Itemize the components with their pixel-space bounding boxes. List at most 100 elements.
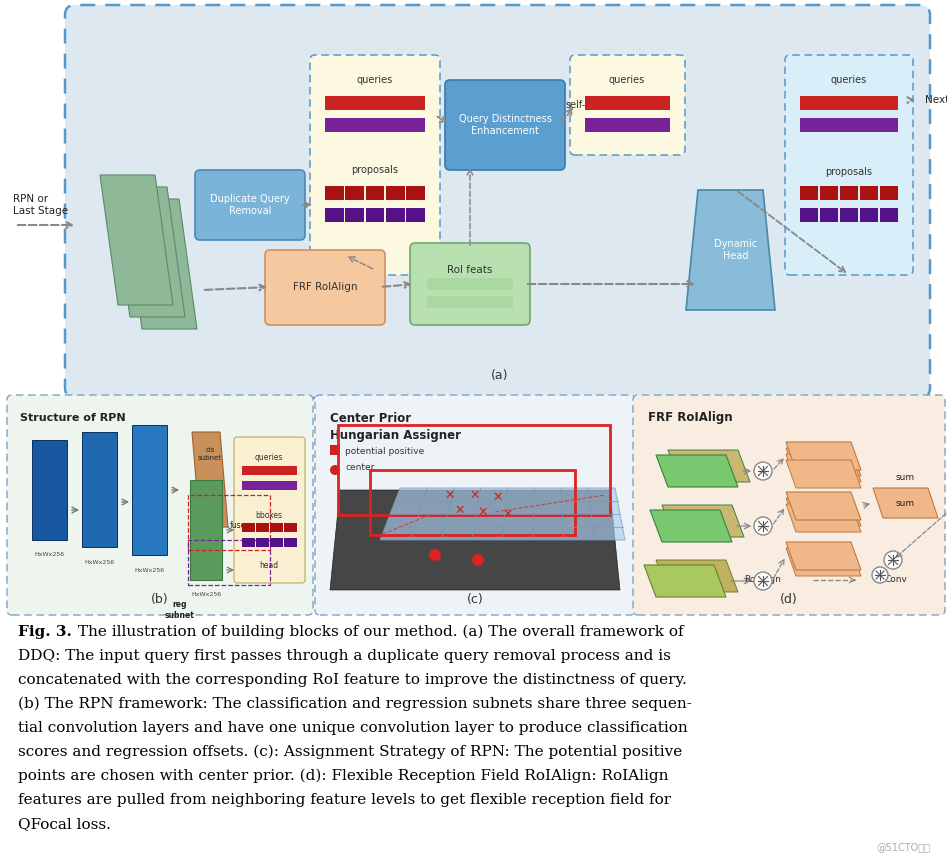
Polygon shape <box>644 565 726 597</box>
Bar <box>190 480 222 580</box>
Text: (b) The RPN framework: The classification and regression subnets share three seq: (b) The RPN framework: The classificatio… <box>18 697 692 711</box>
Bar <box>132 425 167 555</box>
Bar <box>427 296 513 308</box>
Bar <box>406 186 425 200</box>
Polygon shape <box>650 510 732 542</box>
Bar <box>880 208 898 222</box>
Text: Fig. 3.: Fig. 3. <box>18 625 72 639</box>
Text: tial convolution layers and have one unique convolution layer to produce classif: tial convolution layers and have one uni… <box>18 721 688 735</box>
Text: HxWx256: HxWx256 <box>84 560 114 565</box>
Text: ✕: ✕ <box>503 507 513 521</box>
Text: Dynamic
Head: Dynamic Head <box>714 239 758 261</box>
Text: reg
subnet: reg subnet <box>165 600 195 620</box>
Text: cls
subnet: cls subnet <box>198 448 222 461</box>
Text: ✕: ✕ <box>492 491 503 504</box>
Bar <box>366 186 384 200</box>
Text: DDQ: The input query first passes through a duplicate query removal process and : DDQ: The input query first passes throug… <box>18 649 670 663</box>
FancyBboxPatch shape <box>265 250 385 325</box>
Circle shape <box>754 572 772 590</box>
Text: ✕: ✕ <box>477 505 489 518</box>
Text: queries: queries <box>255 454 283 462</box>
Text: center: center <box>345 462 374 472</box>
Text: RPN or
Last Stage: RPN or Last Stage <box>13 195 68 216</box>
Text: (d): (d) <box>780 593 798 606</box>
Bar <box>325 208 344 222</box>
Text: Structure of RPN: Structure of RPN <box>20 413 126 423</box>
Polygon shape <box>786 460 861 488</box>
Bar <box>82 432 117 547</box>
Text: (b): (b) <box>152 593 169 606</box>
Bar <box>385 186 404 200</box>
Bar <box>385 208 404 222</box>
Bar <box>284 538 297 547</box>
Polygon shape <box>873 488 938 518</box>
Bar <box>284 523 297 532</box>
Text: queries: queries <box>609 75 645 85</box>
FancyBboxPatch shape <box>7 395 313 615</box>
Text: queries: queries <box>831 75 867 85</box>
Text: (a): (a) <box>491 369 509 382</box>
Bar <box>256 523 269 532</box>
Bar <box>32 440 67 540</box>
Polygon shape <box>330 490 620 590</box>
Text: Conv: Conv <box>884 575 907 585</box>
Polygon shape <box>786 442 861 470</box>
Bar <box>370 470 575 535</box>
Bar <box>325 96 425 110</box>
Text: Duplicate Query
Removal: Duplicate Query Removal <box>210 195 290 216</box>
FancyBboxPatch shape <box>234 437 305 583</box>
Text: queries: queries <box>357 75 393 85</box>
Text: proposals: proposals <box>826 167 872 177</box>
Polygon shape <box>656 560 738 592</box>
Bar <box>242 523 255 532</box>
Bar <box>585 96 670 110</box>
FancyBboxPatch shape <box>445 80 565 170</box>
Bar <box>338 425 610 515</box>
Bar <box>242 538 255 547</box>
Polygon shape <box>786 454 861 482</box>
Text: (c): (c) <box>467 593 483 606</box>
Text: proposals: proposals <box>351 165 399 175</box>
Bar <box>406 208 425 222</box>
FancyBboxPatch shape <box>785 55 913 275</box>
Polygon shape <box>100 175 173 305</box>
Bar <box>242 481 297 490</box>
Bar <box>270 538 283 547</box>
Polygon shape <box>686 190 775 310</box>
Text: potential positive: potential positive <box>345 448 424 456</box>
Circle shape <box>472 554 484 566</box>
FancyBboxPatch shape <box>315 395 635 615</box>
Text: fuse: fuse <box>230 521 246 530</box>
Text: Center Prior: Center Prior <box>330 412 411 424</box>
Text: QFocal loss.: QFocal loss. <box>18 817 111 831</box>
Polygon shape <box>786 504 861 532</box>
Bar <box>325 118 425 132</box>
Bar <box>330 445 340 455</box>
Bar <box>800 186 818 200</box>
Polygon shape <box>786 492 861 520</box>
Text: RoI feats: RoI feats <box>447 265 492 275</box>
Circle shape <box>429 549 441 561</box>
Bar <box>820 186 838 200</box>
Bar <box>800 96 898 110</box>
Polygon shape <box>124 199 197 329</box>
Polygon shape <box>380 488 625 540</box>
Bar <box>325 186 344 200</box>
Polygon shape <box>668 450 750 482</box>
Text: sum: sum <box>896 499 915 507</box>
Bar <box>256 538 269 547</box>
Circle shape <box>754 462 772 480</box>
Text: points are chosen with center prior. (d): Flexible Reception Field RoIAlign: RoI: points are chosen with center prior. (d)… <box>18 769 669 784</box>
Bar <box>346 186 364 200</box>
FancyBboxPatch shape <box>633 395 945 615</box>
Text: FRF RoIAlign: FRF RoIAlign <box>293 282 357 292</box>
Bar <box>242 466 297 475</box>
Bar <box>346 208 364 222</box>
Polygon shape <box>786 448 861 476</box>
Text: HxWx256: HxWx256 <box>34 553 64 558</box>
Bar <box>366 208 384 222</box>
Bar <box>270 523 283 532</box>
Polygon shape <box>192 432 228 527</box>
Text: bboxes: bboxes <box>256 511 282 519</box>
FancyBboxPatch shape <box>310 55 440 275</box>
